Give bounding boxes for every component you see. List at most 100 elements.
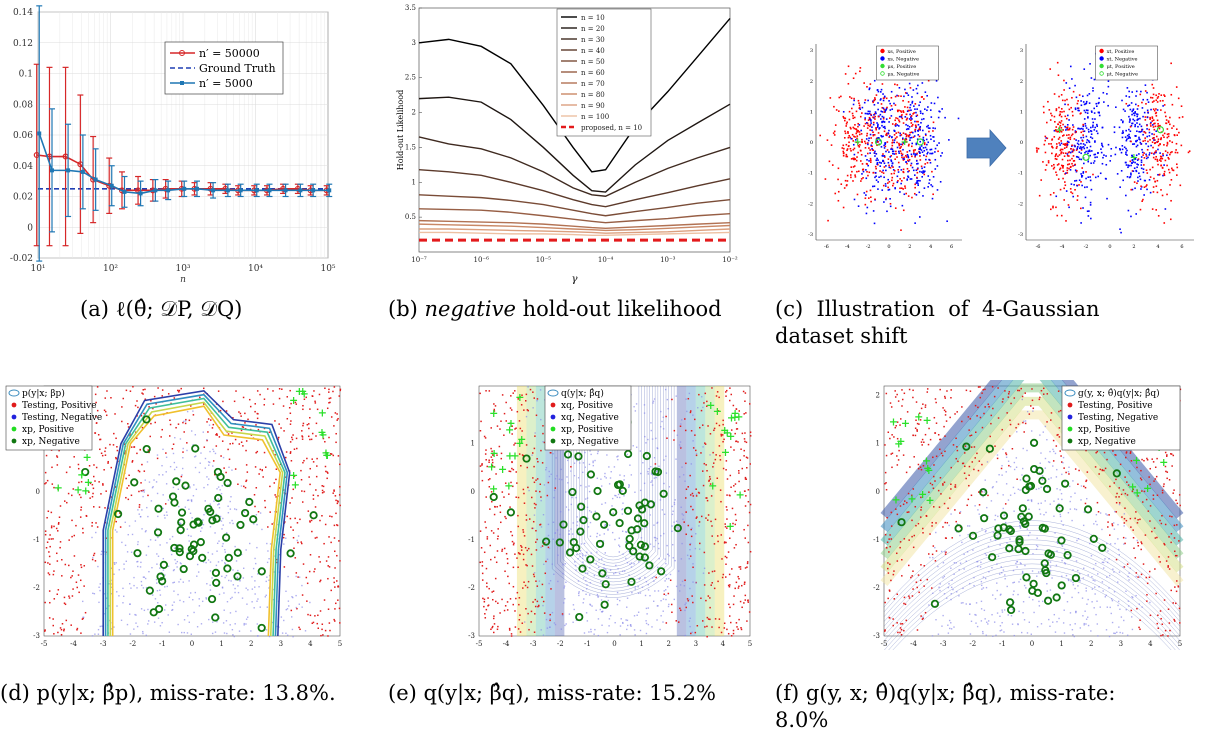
xp-negative-point [1057,536,1066,545]
legend-marker-c [880,63,885,69]
x-label-a: n [180,275,186,285]
contour-line [560,386,667,589]
xp-negative-point [1098,543,1107,552]
xp-negative-point [635,552,644,561]
contour-band [535,386,546,636]
contour-line [562,386,664,586]
xp-negative-point [640,519,649,528]
legend-label: xp, Negative [22,437,80,447]
data-point [195,186,200,191]
contour-line [883,525,1181,613]
xp-negative-point [1005,525,1014,534]
xp-negative-point [985,444,994,453]
data-point [138,191,143,196]
x-tick-b: 10⁻⁶ [473,256,489,264]
caption-e: (e) q(y|x; β̂q), miss-rate: 15.2% [388,681,716,705]
xp-negative-point [206,507,215,516]
legend-c [1095,45,1158,81]
xp-negative-point [1022,573,1031,582]
x-tick: 5 [338,640,342,648]
legend-label: Testing, Negative [1078,413,1158,423]
contour-line [573,386,653,573]
xp-negative-point [1006,526,1015,536]
xp-negative-point [249,515,258,524]
legend-marker-c [1099,63,1104,69]
x-tick: 4 [721,640,726,648]
series-line-b [418,194,731,217]
y-tick: -3 [33,632,40,640]
contour-line [883,520,1181,608]
contour-line [883,549,1181,637]
legend-label-b: n = 20 [581,25,605,33]
xp-negative-point [642,451,651,461]
legend-marker [1067,402,1073,408]
data-point [153,188,158,193]
x-tick: -4 [503,640,510,648]
chart-a: -0.02 0 0.02 0.04 0.06 0.08 0.1 0.12 0.14 10¹ 10² 1… [10,5,336,285]
xp-positive-point: + [515,437,524,450]
y-tick: 0 [36,488,40,496]
xp-negative-point [223,478,232,488]
series-line-b [418,136,731,197]
x-tick: -2 [129,640,136,648]
x-tick-c: -4 [845,244,850,250]
series-line-b [418,208,731,224]
legend-label: xp, Positive [22,425,74,435]
xp-negative-point [572,543,581,553]
xp-positive-point: + [736,488,745,501]
legend-label-c: xt, Negative [1107,57,1138,63]
y-tick: -1 [468,536,475,544]
xp-negative-point [170,543,179,553]
xp-positive-point: + [505,450,514,463]
legend-label-c: xt, Positive [1107,49,1135,55]
xp-negative-point [1022,474,1031,483]
xp-positive-point: + [505,423,514,436]
xp-positive-point: + [1143,482,1152,495]
legend-marker [550,426,556,432]
mu-marker: + [900,137,908,148]
plot-area [43,385,341,637]
xp-negative-point [1071,573,1081,583]
contour-band [526,386,536,636]
xp-negative-point [1005,544,1014,553]
xp-positive-point: + [82,451,91,464]
y-tick-c: 2 [1020,79,1023,85]
xp-negative-point [576,527,585,536]
contour-line [883,554,1181,641]
xp-negative-point [999,511,1009,520]
caption-f-line2: 8.0% [775,708,829,732]
chart-f: +++++++++++++++++++++++++-5-4-3-2-101234… [873,380,1184,650]
series-line-b [418,96,731,193]
legend-marker-c [1099,48,1104,54]
x-tick-b: 10⁻⁵ [536,256,552,264]
contour-band [516,386,527,636]
xp-negative-point [181,481,190,490]
xp-negative-point [659,489,668,498]
x-tick: -3 [940,640,947,648]
xp-positive-point: + [924,464,933,477]
legend-contour-marker [8,389,20,397]
xp-negative-point [177,508,187,517]
xp-positive-point: + [730,411,739,424]
decision-boundary [102,389,291,637]
xp-negative-point [1055,504,1064,513]
xp-positive-point: + [708,479,717,492]
legend-marker [550,414,556,420]
data-point [93,177,98,182]
xp-negative-point [286,549,295,558]
series-line-b [418,18,731,173]
mu-marker [916,138,924,146]
xp-negative-point [1112,469,1121,478]
y-tick: -1 [873,536,880,544]
xp-negative-point [586,555,595,564]
decision-boundary [111,405,282,637]
x-label-b: γ [572,274,578,285]
x-tick: -5 [476,640,483,648]
xp-negative-point [222,533,231,542]
legend-label: xp, Positive [561,425,613,435]
xp-positive-point: + [54,482,63,495]
xp-negative-point [595,539,605,549]
xp-positive-point: + [706,399,715,412]
y-tick-a: 0 [27,223,33,233]
xp-negative-point [633,525,642,534]
